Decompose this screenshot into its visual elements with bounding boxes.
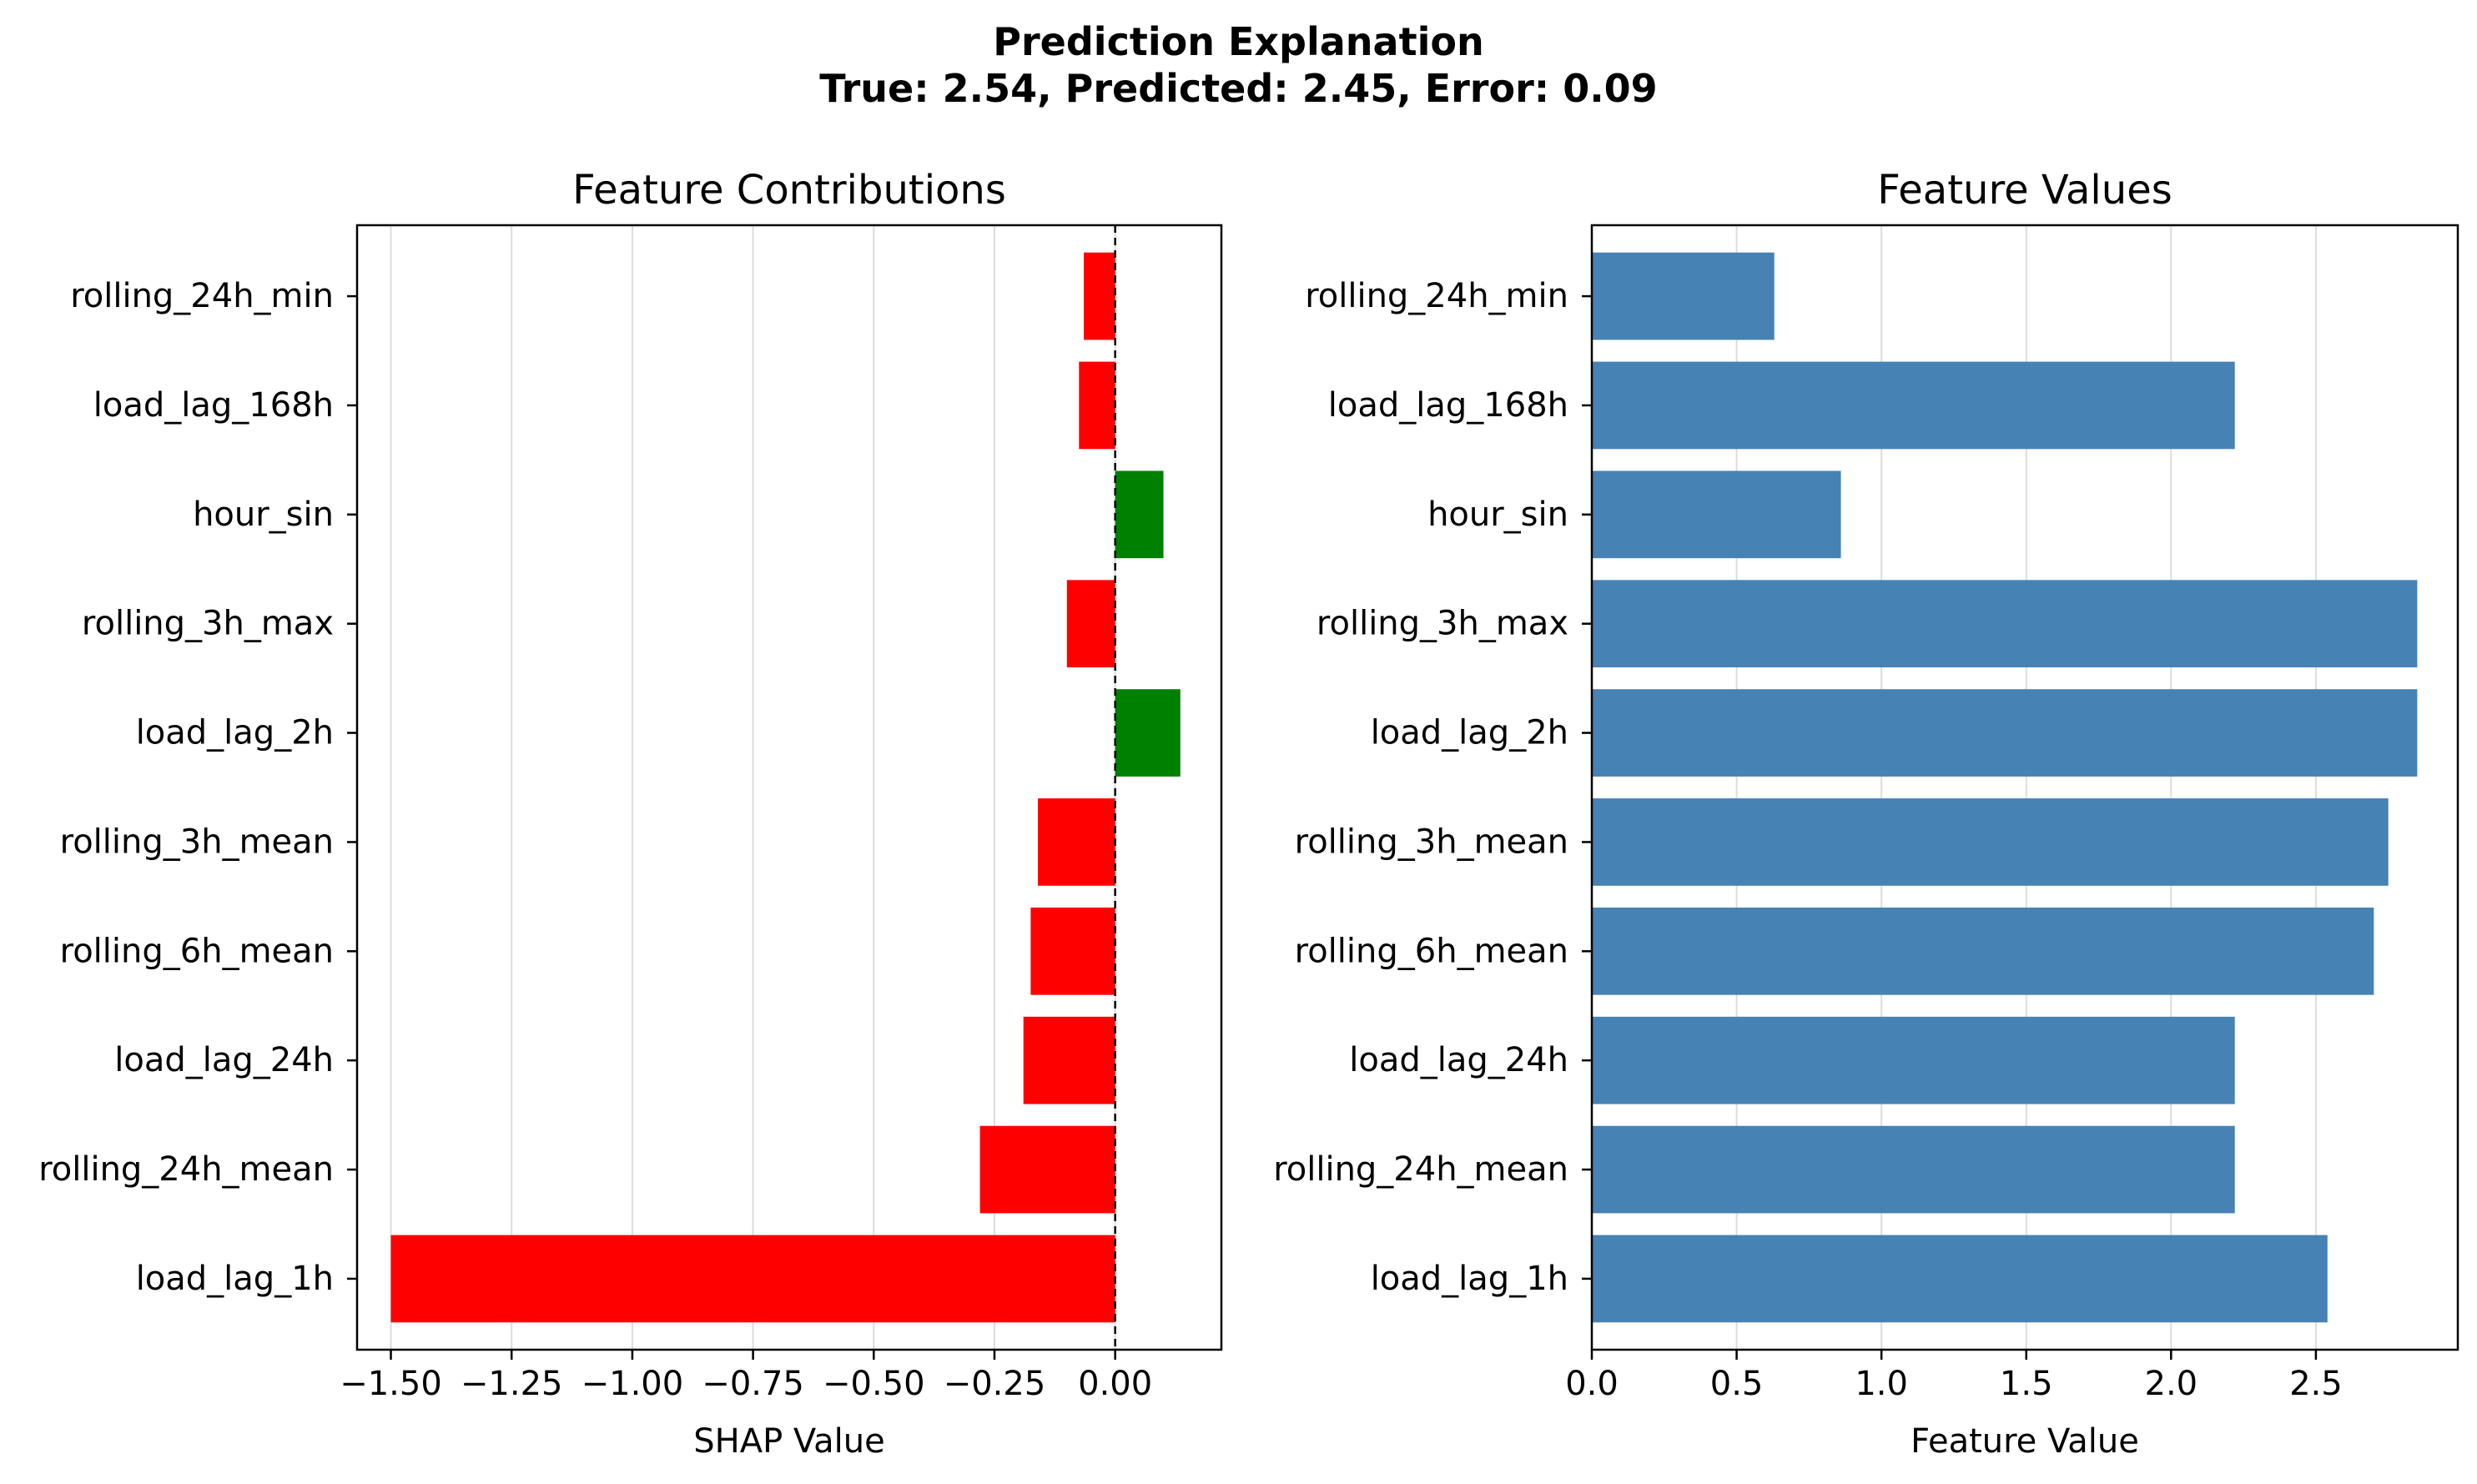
contrib-bar-rolling-24h-mean [979,1125,1115,1214]
contrib-ytick-label: load_lag_168h [93,386,334,425]
contrib-ytick-label: rolling_6h_mean [60,932,334,970]
contrib-bar-rolling-3h-mean [1038,798,1115,886]
values-plot-frame [1590,224,2459,1351]
values-ytick-label: rolling_6h_mean [1295,932,1568,970]
contrib-bar-load-lag-24h [1023,1016,1115,1104]
values-bar-load-lag-2h [1592,689,2418,777]
contrib-bar-load-lag-2h [1115,689,1181,777]
contrib-xtick-label: −0.50 [823,1365,925,1403]
contrib-xtick-label: 0.00 [1078,1365,1152,1403]
values-bar-load-lag-168h [1592,361,2235,450]
values-bar-load-lag-1h [1592,1235,2328,1323]
contrib-title: Feature Contributions [572,167,1006,214]
values-xtick-label: 0.0 [1565,1365,1619,1403]
values-ytick-label: load_lag_24h [1349,1041,1568,1079]
values-ytick-label: rolling_3h_mean [1295,822,1568,861]
values-bar-rolling-6h-mean [1592,907,2374,995]
values-ytick-label: load_lag_1h [1371,1260,1568,1298]
contrib-ytick-label: rolling_3h_max [82,605,334,643]
contrib-chart: load_lag_1h rolling_24h_mean load_lag_24h r… [38,167,1223,1461]
values-bar-load-lag-24h [1592,1016,2235,1104]
values-ytick-label: rolling_3h_max [1317,605,1568,643]
contrib-xtick-label: −1.50 [340,1365,442,1403]
values-bar-rolling-24h-min [1592,252,1775,340]
contrib-xtick-label: −1.25 [461,1365,563,1403]
values-bar-hour-sin [1592,470,1841,559]
contrib-ytick-label: load_lag_1h [136,1260,334,1298]
contrib-plot-frame [355,224,1223,1351]
figure-title-line-1: Prediction Explanation [993,19,1484,64]
figure-title: Prediction Explanation True: 2.54, Predi… [0,18,2477,112]
values-xtick-label: 0.5 [1710,1365,1764,1403]
values-xaxis-label: Feature Value [1911,1422,2139,1461]
contrib-bar-rolling-6h-mean [1030,907,1115,995]
values-xtick-label: 1.5 [2000,1365,2053,1403]
contrib-bar-rolling-24h-min [1084,252,1115,340]
contrib-ytick-label: load_lag_24h [114,1041,334,1079]
values-ytick-label: hour_sin [1427,496,1568,534]
contrib-ytick-label: rolling_3h_mean [60,822,334,861]
values-title: Feature Values [1877,167,2172,214]
contrib-bar-load-lag-1h [390,1235,1115,1323]
contrib-bar-rolling-3h-max [1066,580,1115,668]
values-bar-rolling-3h-max [1592,580,2418,668]
values-ytick-label: load_lag_168h [1328,386,1568,425]
contrib-bar-load-lag-168h [1079,361,1115,450]
values-chart: load_lag_1h rolling_24h_mean load_lag_24h r… [1273,167,2459,1461]
contrib-bar-hour-sin [1115,470,1164,559]
values-ytick-label: rolling_24h_min [1305,277,1568,315]
values-xtick-label: 1.0 [1855,1365,1908,1403]
contrib-xtick-label: −1.00 [581,1365,684,1403]
contrib-xtick-label: −0.75 [702,1365,804,1403]
values-ytick-label: load_lag_2h [1371,714,1568,752]
contrib-ytick-label: rolling_24h_min [70,277,334,315]
figure-title-line-2: True: 2.54, Predicted: 2.45, Error: 0.09 [819,66,1658,111]
values-xtick-label: 2.0 [2145,1365,2198,1403]
values-bar-rolling-3h-mean [1592,798,2389,886]
values-ytick-label: rolling_24h_mean [1273,1150,1568,1189]
contrib-ytick-label: hour_sin [193,496,334,534]
values-xtick-label: 2.5 [2289,1365,2343,1403]
contrib-xaxis-label: SHAP Value [693,1422,885,1461]
contrib-ytick-label: load_lag_2h [136,714,334,752]
contrib-xtick-label: −0.25 [944,1365,1046,1403]
contrib-ytick-label: rolling_24h_mean [38,1150,334,1189]
values-bar-rolling-24h-mean [1592,1125,2235,1214]
